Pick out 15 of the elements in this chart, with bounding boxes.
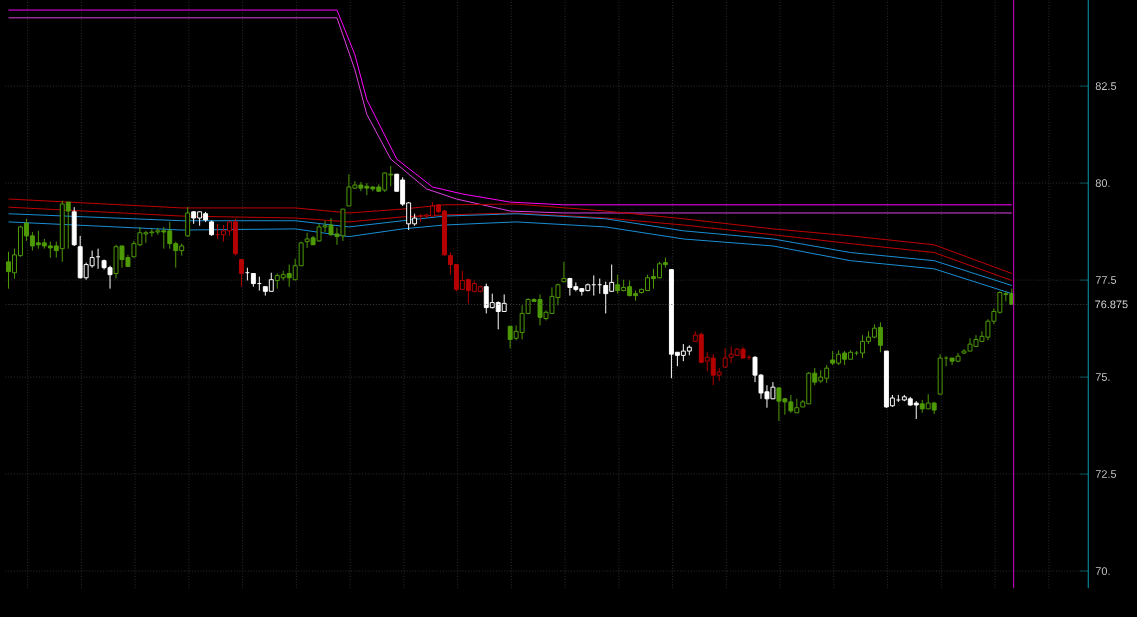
y-tick-label: 80. (1095, 179, 1110, 187)
y-tick-label: 72.5 (1095, 470, 1117, 478)
candlestick (591, 274, 597, 297)
y-tick-label: 77.5 (1095, 276, 1117, 284)
y-tick-label: 70. (1095, 567, 1110, 575)
y-tick-label: 82.5 (1095, 82, 1117, 90)
line-series (8, 198, 1013, 274)
candlestick (95, 248, 101, 270)
line-series (8, 206, 1013, 281)
ref-line-label: 76.875 (1095, 300, 1128, 309)
candlestick (185, 206, 191, 238)
y-tick-label: 75. (1095, 373, 1110, 381)
candlestick (238, 259, 244, 288)
line-series (8, 213, 1013, 287)
candlestick (597, 278, 603, 295)
